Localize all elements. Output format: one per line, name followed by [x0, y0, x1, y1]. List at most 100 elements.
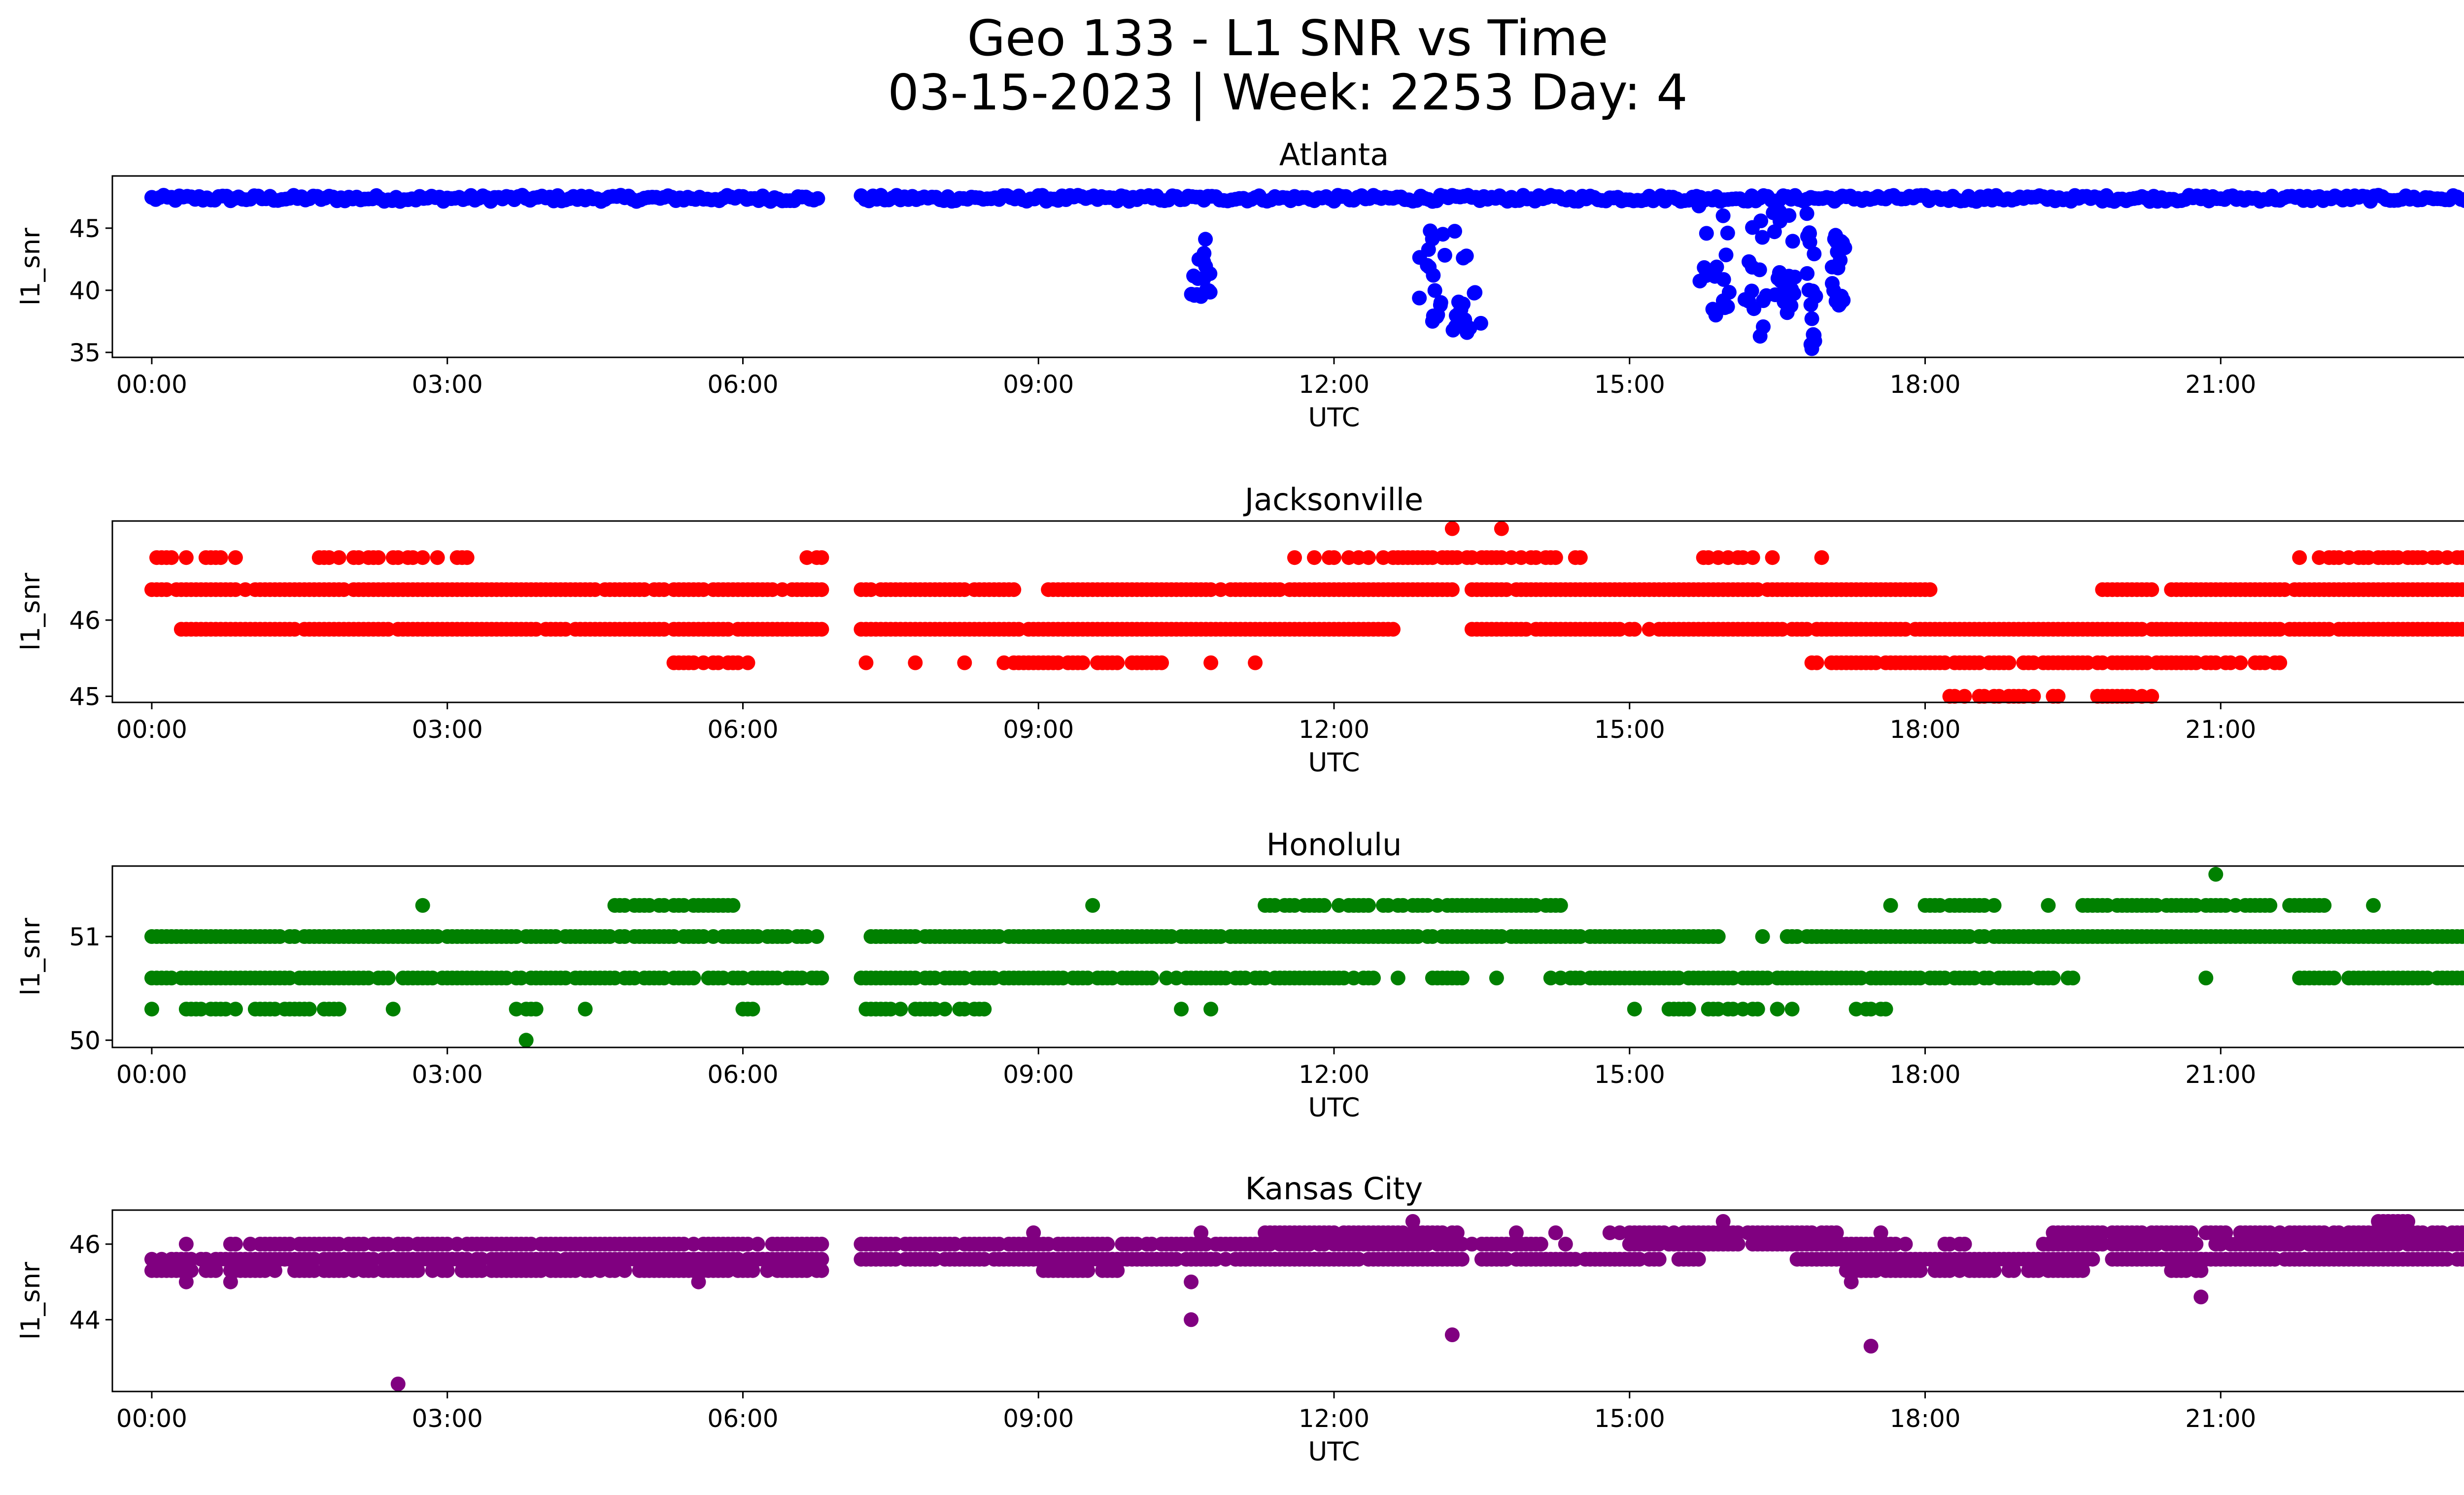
data-point [2460, 1237, 2464, 1251]
y-tick-label: 40 [69, 277, 101, 305]
data-point [745, 1002, 760, 1017]
y-tick-label: 51 [69, 923, 101, 951]
data-point [2075, 1263, 2090, 1278]
data-point [1287, 550, 1302, 565]
panel-jacksonville: Jacksonville 00:00 03:00 06:00 09:00 12:00 15:… [16, 482, 2464, 778]
data-point [2208, 867, 2224, 882]
data-point [1196, 254, 1211, 270]
data-point [228, 550, 243, 565]
data-point [1445, 322, 1461, 338]
data-point [2455, 929, 2464, 944]
data-point [1451, 294, 1466, 310]
data-point [1770, 1002, 1785, 1017]
data-point [2193, 1263, 2209, 1278]
data-point [1824, 259, 1840, 275]
data-point [1787, 270, 1802, 285]
data-point [178, 550, 194, 565]
data-point [1468, 285, 1483, 300]
data-point [1548, 1225, 1563, 1240]
data-point [1203, 655, 1219, 670]
data-point [178, 1274, 194, 1289]
data-point [1489, 971, 1504, 986]
data-point [2460, 583, 2464, 596]
data-point [385, 1002, 401, 1017]
y-tick-label: 44 [69, 1306, 101, 1334]
data-point [1553, 898, 1568, 913]
data-point [2317, 898, 2332, 913]
x-tick-label: 12:00 [1299, 370, 1369, 399]
data-point [1437, 247, 1452, 263]
data-point [1248, 655, 1263, 670]
data-point [1986, 898, 2002, 913]
data-point [1986, 1263, 2002, 1278]
y-axis-label: l1_snr [16, 1262, 46, 1340]
y-tick-label: 45 [69, 683, 101, 711]
subplot-panels: Atlanta 00:00 03:00 06:00 09:00 12:00 15:00 18:… [16, 137, 2464, 1467]
y-axis-label: l1_snr [16, 918, 46, 996]
data-point [1412, 290, 1427, 306]
data-point [1718, 247, 1734, 263]
data-point [1110, 655, 1125, 670]
data-point [208, 1263, 223, 1278]
data-point [2001, 655, 2017, 670]
x-tick-label: 03:00 [412, 715, 483, 744]
data-point [1772, 204, 1787, 219]
data-point [1804, 311, 1819, 326]
data-point [1194, 289, 1209, 304]
data-point [1803, 297, 1818, 313]
data-point [1203, 1002, 1219, 1017]
x-axis-label: UTC [1308, 1093, 1360, 1123]
data-point [1802, 226, 1817, 241]
x-tick-label: 03:00 [412, 370, 483, 399]
x-tick-label: 03:00 [412, 1404, 483, 1433]
data-point [1829, 234, 1844, 249]
data-point [1473, 315, 1488, 331]
data-point [528, 1002, 544, 1017]
data-point [2051, 689, 2066, 704]
data-point [1755, 230, 1770, 245]
data-point [1447, 224, 1462, 239]
x-tick-label: 18:00 [1889, 370, 1960, 399]
data-point [1715, 1214, 1731, 1229]
data-point [1085, 898, 1100, 913]
data-point [1435, 227, 1450, 242]
data-point [2144, 689, 2159, 704]
data-point [1454, 971, 1470, 986]
scatter-series [144, 867, 2464, 1048]
data-point [1801, 282, 1816, 298]
data-point [1755, 929, 1770, 944]
data-point [1745, 220, 1760, 235]
y-tick-label: 50 [69, 1026, 101, 1055]
data-point [1194, 1225, 1209, 1240]
data-point [814, 550, 829, 565]
data-point [858, 655, 874, 670]
x-tick-label: 06:00 [707, 370, 778, 399]
data-point [2292, 550, 2307, 565]
data-point [331, 550, 346, 565]
data-point [1405, 1214, 1420, 1229]
data-point [1423, 223, 1438, 239]
data-point [1730, 1237, 1745, 1252]
data-point [1427, 283, 1442, 298]
x-axis-label: UTC [1308, 1437, 1360, 1467]
data-point [1174, 1002, 1189, 1017]
data-point [2366, 898, 2381, 913]
x-tick-label: 18:00 [1889, 715, 1960, 744]
x-tick-label: 09:00 [1003, 715, 1074, 744]
data-point [1508, 1225, 1524, 1240]
data-point [164, 550, 179, 565]
figure-title-line2: 03-15-2023 | Week: 2253 Day: 4 [888, 64, 1687, 121]
data-point [1386, 622, 1401, 637]
data-point [1800, 266, 1815, 281]
y-tick-label: 45 [69, 214, 101, 243]
data-point [1711, 929, 1726, 944]
data-point [1366, 971, 1381, 986]
x-tick-label: 03:00 [412, 1060, 483, 1089]
x-tick-label: 21:00 [2185, 715, 2256, 744]
data-point [2327, 971, 2342, 986]
scatter-series [144, 188, 2464, 356]
data-point [1737, 292, 1752, 307]
data-point [1831, 298, 1847, 313]
x-tick-label: 09:00 [1003, 1060, 1074, 1089]
